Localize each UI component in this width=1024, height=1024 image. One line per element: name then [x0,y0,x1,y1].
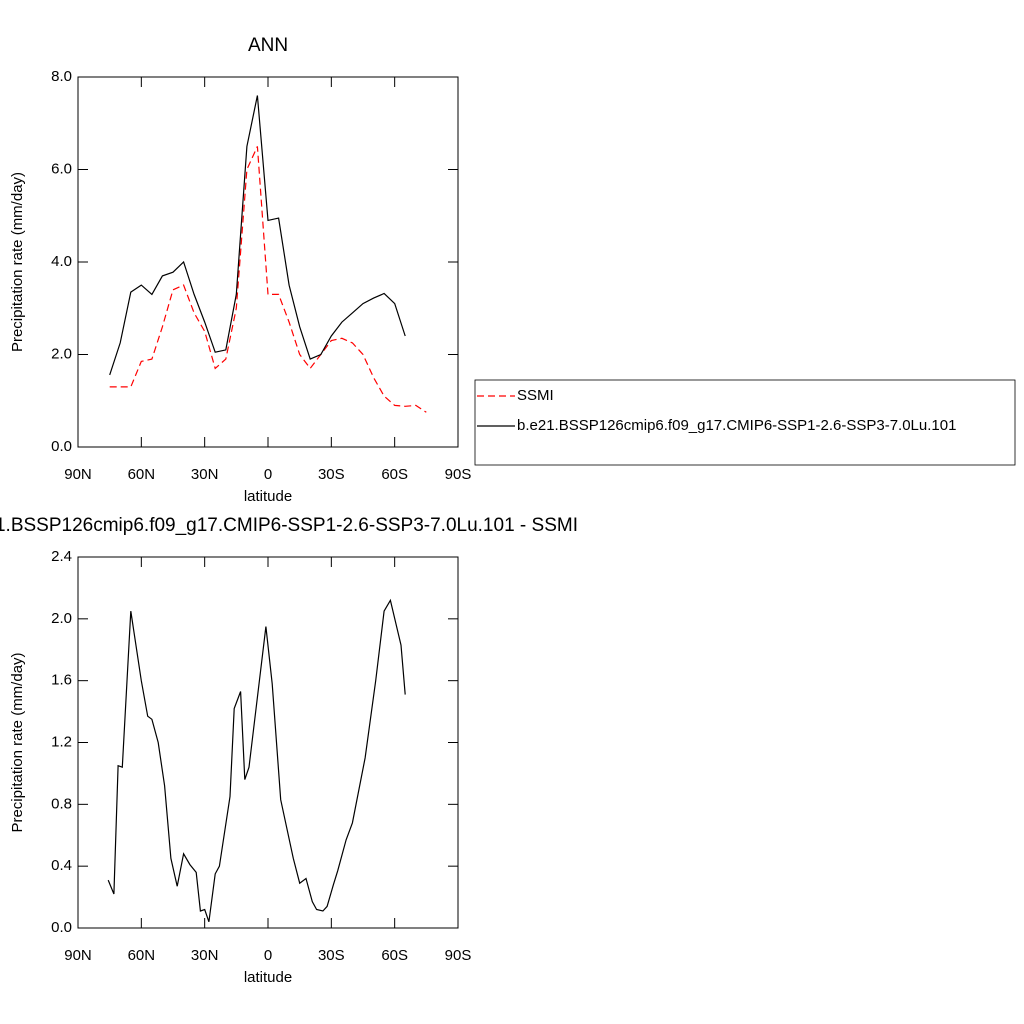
legend-box [474,379,1016,466]
x-axis-label: latitude [244,488,292,505]
series-line [109,95,406,376]
y-tick-label: 1.6 [51,672,72,689]
x-tick-label: 60N [128,466,156,483]
y-tick-label: 0.0 [51,438,72,455]
x-tick-label: 30N [191,947,219,964]
legend-label: b.e21.BSSP126cmip6.f09_g17.CMIP6-SSP1-2.… [517,417,956,434]
x-tick-label: 90N [64,947,92,964]
y-tick-label: 1.2 [51,733,72,750]
chart-title: b.e21.BSSP126cmip6.f09_g17.CMIP6-SSP1-2.… [0,515,578,536]
y-tick-label: 2.0 [51,345,72,362]
y-tick-label: 8.0 [51,68,72,85]
plot-frame [77,556,459,929]
y-tick-label: 6.0 [51,160,72,177]
y-tick-label: 4.0 [51,253,72,270]
x-tick-label: 60S [381,466,408,483]
x-tick-label: 60S [381,947,408,964]
series-line [107,598,406,922]
x-axis-label: latitude [244,969,292,986]
y-tick-label: 0.0 [51,919,72,936]
plot-frame [77,76,459,448]
x-tick-label: 90N [64,466,92,483]
x-tick-label: 0 [264,947,272,964]
y-tick-label: 0.4 [51,857,72,874]
y-axis-label: Precipitation rate (mm/day) [9,172,26,352]
y-axis-label: Precipitation rate (mm/day) [9,652,26,832]
x-tick-label: 60N [128,947,156,964]
x-tick-label: 30N [191,466,219,483]
chart-title: ANN [248,35,288,56]
y-tick-label: 2.4 [51,548,72,565]
series-line [109,146,427,413]
legend-label: SSMI [517,387,554,404]
y-tick-label: 0.8 [51,795,72,812]
x-tick-label: 30S [318,466,345,483]
x-tick-label: 90S [445,947,472,964]
x-tick-label: 30S [318,947,345,964]
x-tick-label: 90S [445,466,472,483]
x-tick-label: 0 [264,466,272,483]
y-tick-label: 2.0 [51,610,72,627]
